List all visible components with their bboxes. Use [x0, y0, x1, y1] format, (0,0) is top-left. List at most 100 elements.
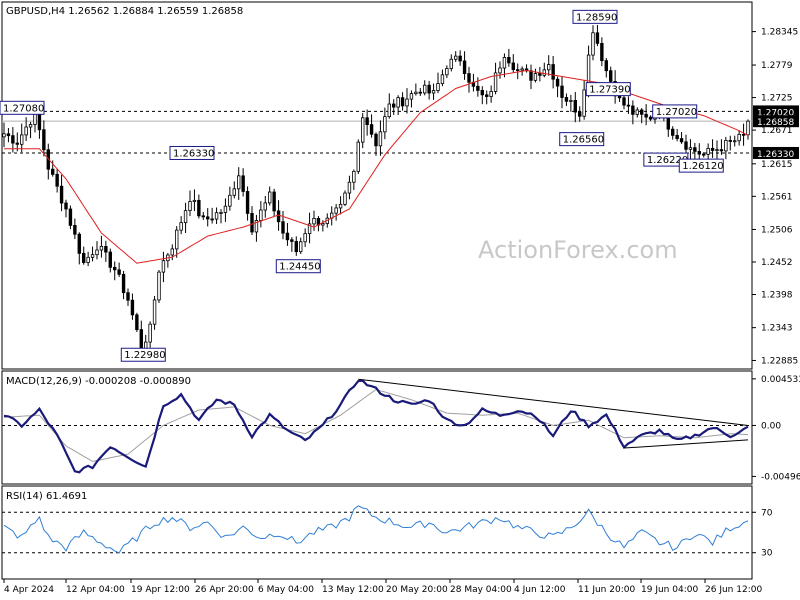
candle-body — [609, 70, 613, 82]
candle-body — [28, 124, 33, 128]
candle — [671, 126, 675, 140]
candle-body — [684, 141, 688, 150]
candle-body — [126, 292, 130, 301]
candle — [383, 107, 387, 140]
candle-body — [485, 94, 489, 97]
candle-body — [600, 42, 604, 62]
candle — [675, 128, 679, 142]
macd-line — [3, 379, 749, 474]
rsi-tick-label: 30 — [761, 549, 773, 559]
candle-body — [210, 218, 214, 221]
candle-body — [334, 207, 338, 214]
price-marker: 1.26330 — [753, 146, 799, 160]
candle — [59, 174, 64, 212]
candle-body — [369, 124, 374, 135]
candle — [152, 295, 157, 330]
candle-body — [702, 153, 706, 156]
candle-body — [183, 210, 188, 224]
candle — [228, 186, 232, 211]
candle — [737, 130, 741, 146]
candle — [148, 321, 152, 348]
candle — [55, 168, 59, 193]
price-annotation: 1.26120 — [678, 158, 724, 173]
candle — [179, 216, 183, 235]
candle-body — [24, 126, 28, 136]
candle — [356, 139, 360, 174]
candle — [741, 123, 746, 146]
candle — [507, 48, 511, 67]
candle — [445, 65, 449, 79]
annotation-box — [652, 104, 698, 119]
price-marker: 1.26858 — [753, 115, 799, 128]
candle — [157, 270, 161, 303]
candle-body — [591, 32, 595, 56]
candle-body — [73, 225, 77, 235]
annotation-label: 1.26220 — [647, 155, 688, 166]
candle — [560, 76, 564, 109]
candle-body — [693, 147, 697, 152]
candle-body — [454, 55, 458, 60]
candle-body — [2, 133, 6, 138]
candle-body — [356, 141, 360, 172]
candle-body — [281, 221, 285, 234]
candle-body — [303, 233, 307, 243]
annotation-label: 1.26330 — [173, 148, 214, 159]
candle-body — [59, 185, 64, 204]
candle — [303, 228, 307, 247]
candle — [405, 88, 409, 114]
candle — [82, 246, 86, 265]
candle — [161, 251, 166, 283]
candle-body — [409, 93, 414, 100]
candle-body — [458, 55, 462, 62]
candle-body — [671, 128, 675, 136]
candle-body — [414, 91, 418, 95]
annotation-box — [120, 347, 166, 362]
time-tick-label: 4 Jun 12:00 — [514, 585, 566, 595]
candle — [294, 236, 298, 256]
candle — [493, 62, 498, 95]
annotation-label: 1.28590 — [576, 12, 617, 23]
candle-body — [578, 111, 582, 117]
price-annotation: 1.27080 — [0, 100, 45, 115]
candle — [113, 261, 117, 281]
annotation-box — [572, 9, 618, 24]
candle — [250, 206, 254, 235]
candle — [374, 132, 378, 156]
candle — [458, 50, 462, 66]
candle — [387, 93, 391, 119]
candle — [272, 188, 276, 217]
rsi-tick-label: 70 — [761, 508, 773, 518]
price-tick-label: 1.2725 — [761, 94, 793, 104]
candle — [440, 69, 445, 87]
macd-layer: 0.004533 0.00 -0.00496 — [2, 375, 800, 482]
candle — [533, 68, 538, 83]
price-tick-label: 1.22885 — [761, 356, 798, 366]
candle — [197, 194, 201, 219]
candle — [467, 66, 471, 93]
annotation-box — [275, 259, 321, 274]
candle-body — [77, 233, 81, 254]
price-annotation: 1.26560 — [559, 132, 605, 147]
candle — [347, 175, 352, 200]
candle — [609, 66, 613, 84]
candle-body — [223, 205, 228, 213]
time-tick-label: 26 Apr 20:00 — [195, 585, 254, 595]
candle-body — [737, 133, 741, 142]
candle-body — [139, 329, 143, 351]
candle-body — [197, 199, 201, 217]
candle — [728, 135, 732, 151]
price-header: GBPUSD,H4 1.26562 1.26884 1.26559 1.2685… — [6, 6, 243, 17]
candle — [192, 189, 197, 212]
candle-body — [148, 323, 152, 343]
price-tick-label: 1.2452 — [761, 258, 793, 268]
candle-body — [179, 222, 183, 231]
annotation-label: 1.24450 — [279, 262, 320, 273]
candle-body — [445, 68, 449, 76]
annotation-label: 1.27020 — [656, 107, 697, 118]
candle — [462, 51, 467, 80]
candle — [281, 210, 285, 240]
candle — [28, 121, 33, 139]
price-annotation: 1.26330 — [169, 145, 215, 160]
candle-body — [626, 104, 631, 107]
candle-body — [449, 58, 453, 69]
